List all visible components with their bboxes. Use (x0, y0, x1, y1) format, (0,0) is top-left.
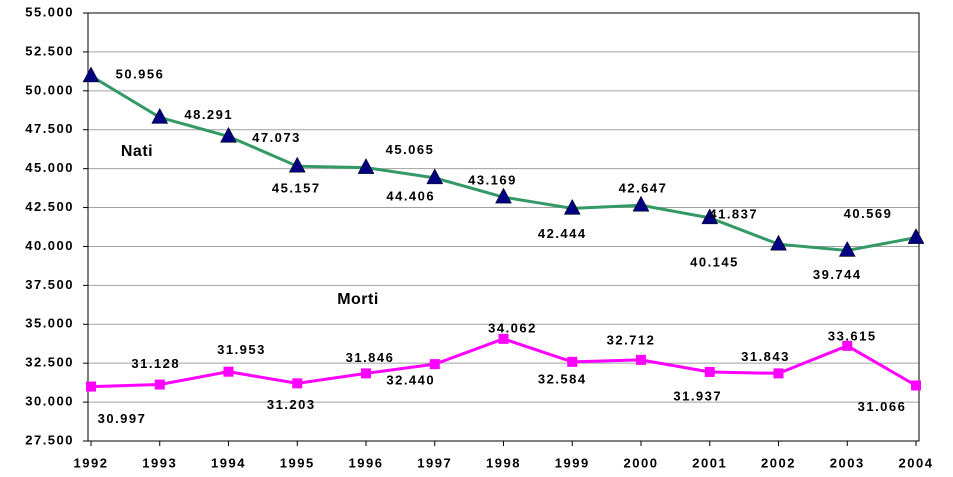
data-label: 48.291 (184, 107, 233, 122)
x-tick-label: 1997 (417, 455, 452, 470)
marker (86, 381, 96, 392)
data-label: 42.444 (538, 226, 587, 241)
marker (704, 366, 715, 377)
data-label: 45.157 (272, 181, 321, 196)
data-label: 31.066 (858, 399, 907, 414)
marker (563, 198, 581, 215)
data-label: 50.956 (116, 66, 165, 81)
series-name: Nati (121, 143, 153, 160)
x-tick-label: 1995 (280, 455, 315, 470)
data-label: 30.997 (98, 411, 147, 426)
marker (907, 228, 925, 244)
y-tick-label: 55.000 (25, 4, 74, 19)
marker (770, 234, 787, 251)
marker (636, 354, 646, 365)
series-line (90, 74, 917, 252)
marker (154, 379, 165, 390)
marker (701, 208, 719, 225)
data-label: 44.406 (386, 188, 435, 203)
y-tick-label: 32.500 (25, 355, 74, 370)
data-label: 40.145 (690, 255, 739, 270)
x-tick-label: 2003 (830, 455, 865, 470)
marker (151, 107, 169, 124)
data-label: 45.065 (386, 142, 435, 157)
marker (838, 240, 856, 257)
y-tick-label: 47.500 (25, 121, 74, 136)
y-tick-label: 42.500 (25, 199, 74, 214)
marker (223, 366, 234, 377)
data-label: 34.062 (488, 320, 537, 335)
data-label: 31.843 (741, 349, 790, 364)
marker (429, 359, 440, 370)
marker (426, 168, 444, 185)
marker (495, 187, 512, 204)
data-label: 41.837 (709, 206, 758, 221)
y-tick-label: 45.000 (25, 160, 74, 175)
y-tick-label: 30.000 (25, 394, 74, 409)
data-label: 31.128 (131, 356, 180, 371)
data-label: 32.712 (607, 332, 656, 347)
data-label: 32.440 (386, 373, 435, 388)
marker (357, 158, 375, 174)
marker (220, 126, 237, 143)
y-tick-label: 37.500 (25, 277, 74, 292)
marker (911, 380, 921, 391)
x-tick-label: 1996 (349, 455, 384, 470)
data-label: 47.073 (252, 130, 301, 145)
series-name: Morti (337, 291, 379, 308)
plot-frame (87, 12, 920, 442)
x-tick-label: 1993 (142, 455, 177, 470)
data-label: 31.953 (217, 342, 266, 357)
marker (632, 195, 650, 212)
marker (567, 356, 578, 367)
marker (292, 378, 303, 389)
data-label: 42.647 (619, 181, 668, 196)
marker (773, 368, 784, 379)
x-tick-label: 2002 (761, 455, 796, 470)
data-label: 31.203 (267, 397, 316, 412)
y-tick-label: 50.000 (25, 82, 74, 97)
marker (842, 340, 853, 351)
x-tick-label: 1999 (555, 455, 590, 470)
data-label: 39.744 (813, 267, 862, 282)
x-tick-label: 1998 (486, 455, 521, 470)
x-tick-label: 1992 (74, 455, 109, 470)
data-label: 31.937 (673, 388, 722, 403)
marker (361, 368, 371, 379)
data-label: 32.584 (538, 371, 587, 386)
data-label: 33.615 (828, 328, 877, 343)
y-tick-label: 52.500 (25, 43, 74, 58)
data-label: 43.169 (468, 173, 517, 188)
marker (82, 66, 100, 83)
x-tick-label: 2000 (624, 455, 659, 470)
y-tick-label: 35.000 (25, 316, 74, 331)
x-tick-label: 1994 (211, 455, 246, 470)
y-tick-label: 40.000 (25, 238, 74, 253)
y-tick-label: 27.500 (25, 432, 74, 447)
data-label: 31.846 (346, 350, 395, 365)
data-label: 40.569 (844, 206, 893, 221)
x-tick-label: 2004 (899, 455, 934, 470)
marker (498, 333, 509, 344)
x-tick-label: 2001 (692, 455, 727, 470)
marker (288, 156, 306, 173)
